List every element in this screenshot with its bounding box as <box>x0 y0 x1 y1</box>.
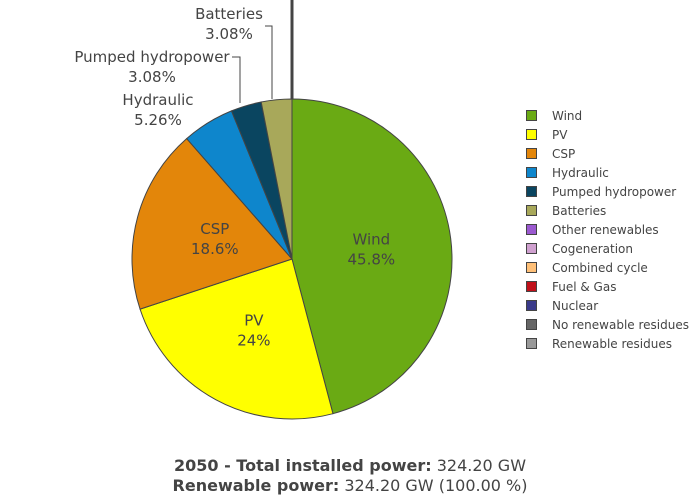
slice-label-wind-name: Wind <box>352 231 390 249</box>
legend-label: Fuel & Gas <box>552 279 617 294</box>
legend-label: CSP <box>552 146 576 161</box>
legend-item-no-renewable-residues[interactable]: No renewable residues <box>526 315 689 334</box>
slice-label-csp-percent: 18.6% <box>191 240 239 258</box>
pie-slice-csp <box>131 137 293 310</box>
legend-item-nuclear[interactable]: Nuclear <box>526 296 689 315</box>
legend-label: Combined cycle <box>552 260 648 275</box>
caption: 2050 - Total installed power: 324.20 GW … <box>0 456 700 496</box>
slice-label-pumped-hydropower-name: Pumped hydropower <box>74 48 230 66</box>
legend-label: Hydraulic <box>552 165 609 180</box>
caption-total-value: 324.20 GW <box>431 456 527 475</box>
legend-swatch <box>526 300 537 311</box>
pie-slice-pv <box>139 258 334 420</box>
legend-swatch <box>526 167 537 178</box>
legend-item-renewable-residues[interactable]: Renewable residues <box>526 334 689 353</box>
slice-label-wind-percent: 45.8% <box>348 251 396 269</box>
leader-line-batteries <box>265 25 273 99</box>
legend-item-pumped-hydropower[interactable]: Pumped hydropower <box>526 182 689 201</box>
caption-line-renewable: Renewable power: 324.20 GW (100.00 %) <box>0 476 700 496</box>
legend-swatch <box>526 110 537 121</box>
legend-swatch <box>526 224 537 235</box>
legend-swatch <box>526 148 537 159</box>
legend-item-pv[interactable]: PV <box>526 125 689 144</box>
legend-swatch <box>526 262 537 273</box>
legend-item-other-renewables[interactable]: Other renewables <box>526 220 689 239</box>
slice-label-hydraulic-percent: 5.26% <box>134 111 182 129</box>
slice-label-pv-name: PV <box>244 311 264 329</box>
slice-label-batteries-name: Batteries <box>195 5 263 23</box>
legend-swatch <box>526 186 537 197</box>
leader-line-pumped-hydropower <box>232 56 241 103</box>
legend-label: Renewable residues <box>552 336 672 351</box>
legend-label: Pumped hydropower <box>552 184 677 199</box>
slice-label-batteries-percent: 3.08% <box>205 25 253 43</box>
legend-item-batteries[interactable]: Batteries <box>526 201 689 220</box>
legend-item-cogeneration[interactable]: Cogeneration <box>526 239 689 258</box>
legend-label: Wind <box>552 108 583 123</box>
legend-label: PV <box>552 127 568 142</box>
legend-item-wind[interactable]: Wind <box>526 106 689 125</box>
slice-label-pv-percent: 24% <box>237 331 270 349</box>
slice-label-hydraulic-name: Hydraulic <box>122 91 193 109</box>
legend-label: No renewable residues <box>552 317 689 332</box>
legend-label: Other renewables <box>552 222 659 237</box>
legend-item-combined-cycle[interactable]: Combined cycle <box>526 258 689 277</box>
legend-item-csp[interactable]: CSP <box>526 144 689 163</box>
slice-label-csp-name: CSP <box>200 220 229 238</box>
legend-label: Batteries <box>552 203 607 218</box>
legend-swatch <box>526 129 537 140</box>
legend-swatch <box>526 338 537 349</box>
caption-renewable-value: 324.20 GW (100.00 %) <box>339 476 528 495</box>
caption-renewable-label: Renewable power: <box>172 476 340 495</box>
legend-swatch <box>526 205 537 216</box>
caption-total-label: 2050 - Total installed power: <box>173 456 432 475</box>
legend-swatch <box>526 281 537 292</box>
caption-line-total: 2050 - Total installed power: 324.20 GW <box>0 456 700 476</box>
legend: Wind PV CSP Hydraulic Pumped hydropower Batte… <box>526 106 689 353</box>
legend-item-hydraulic[interactable]: Hydraulic <box>526 163 689 182</box>
slice-label-pumped-hydropower-percent: 3.08% <box>128 68 176 86</box>
legend-item-fuel-gas[interactable]: Fuel & Gas <box>526 277 689 296</box>
pie-slice-wind <box>291 98 453 415</box>
legend-label: Nuclear <box>552 298 599 313</box>
legend-swatch <box>526 243 537 254</box>
legend-swatch <box>526 319 537 330</box>
legend-label: Cogeneration <box>552 241 633 256</box>
